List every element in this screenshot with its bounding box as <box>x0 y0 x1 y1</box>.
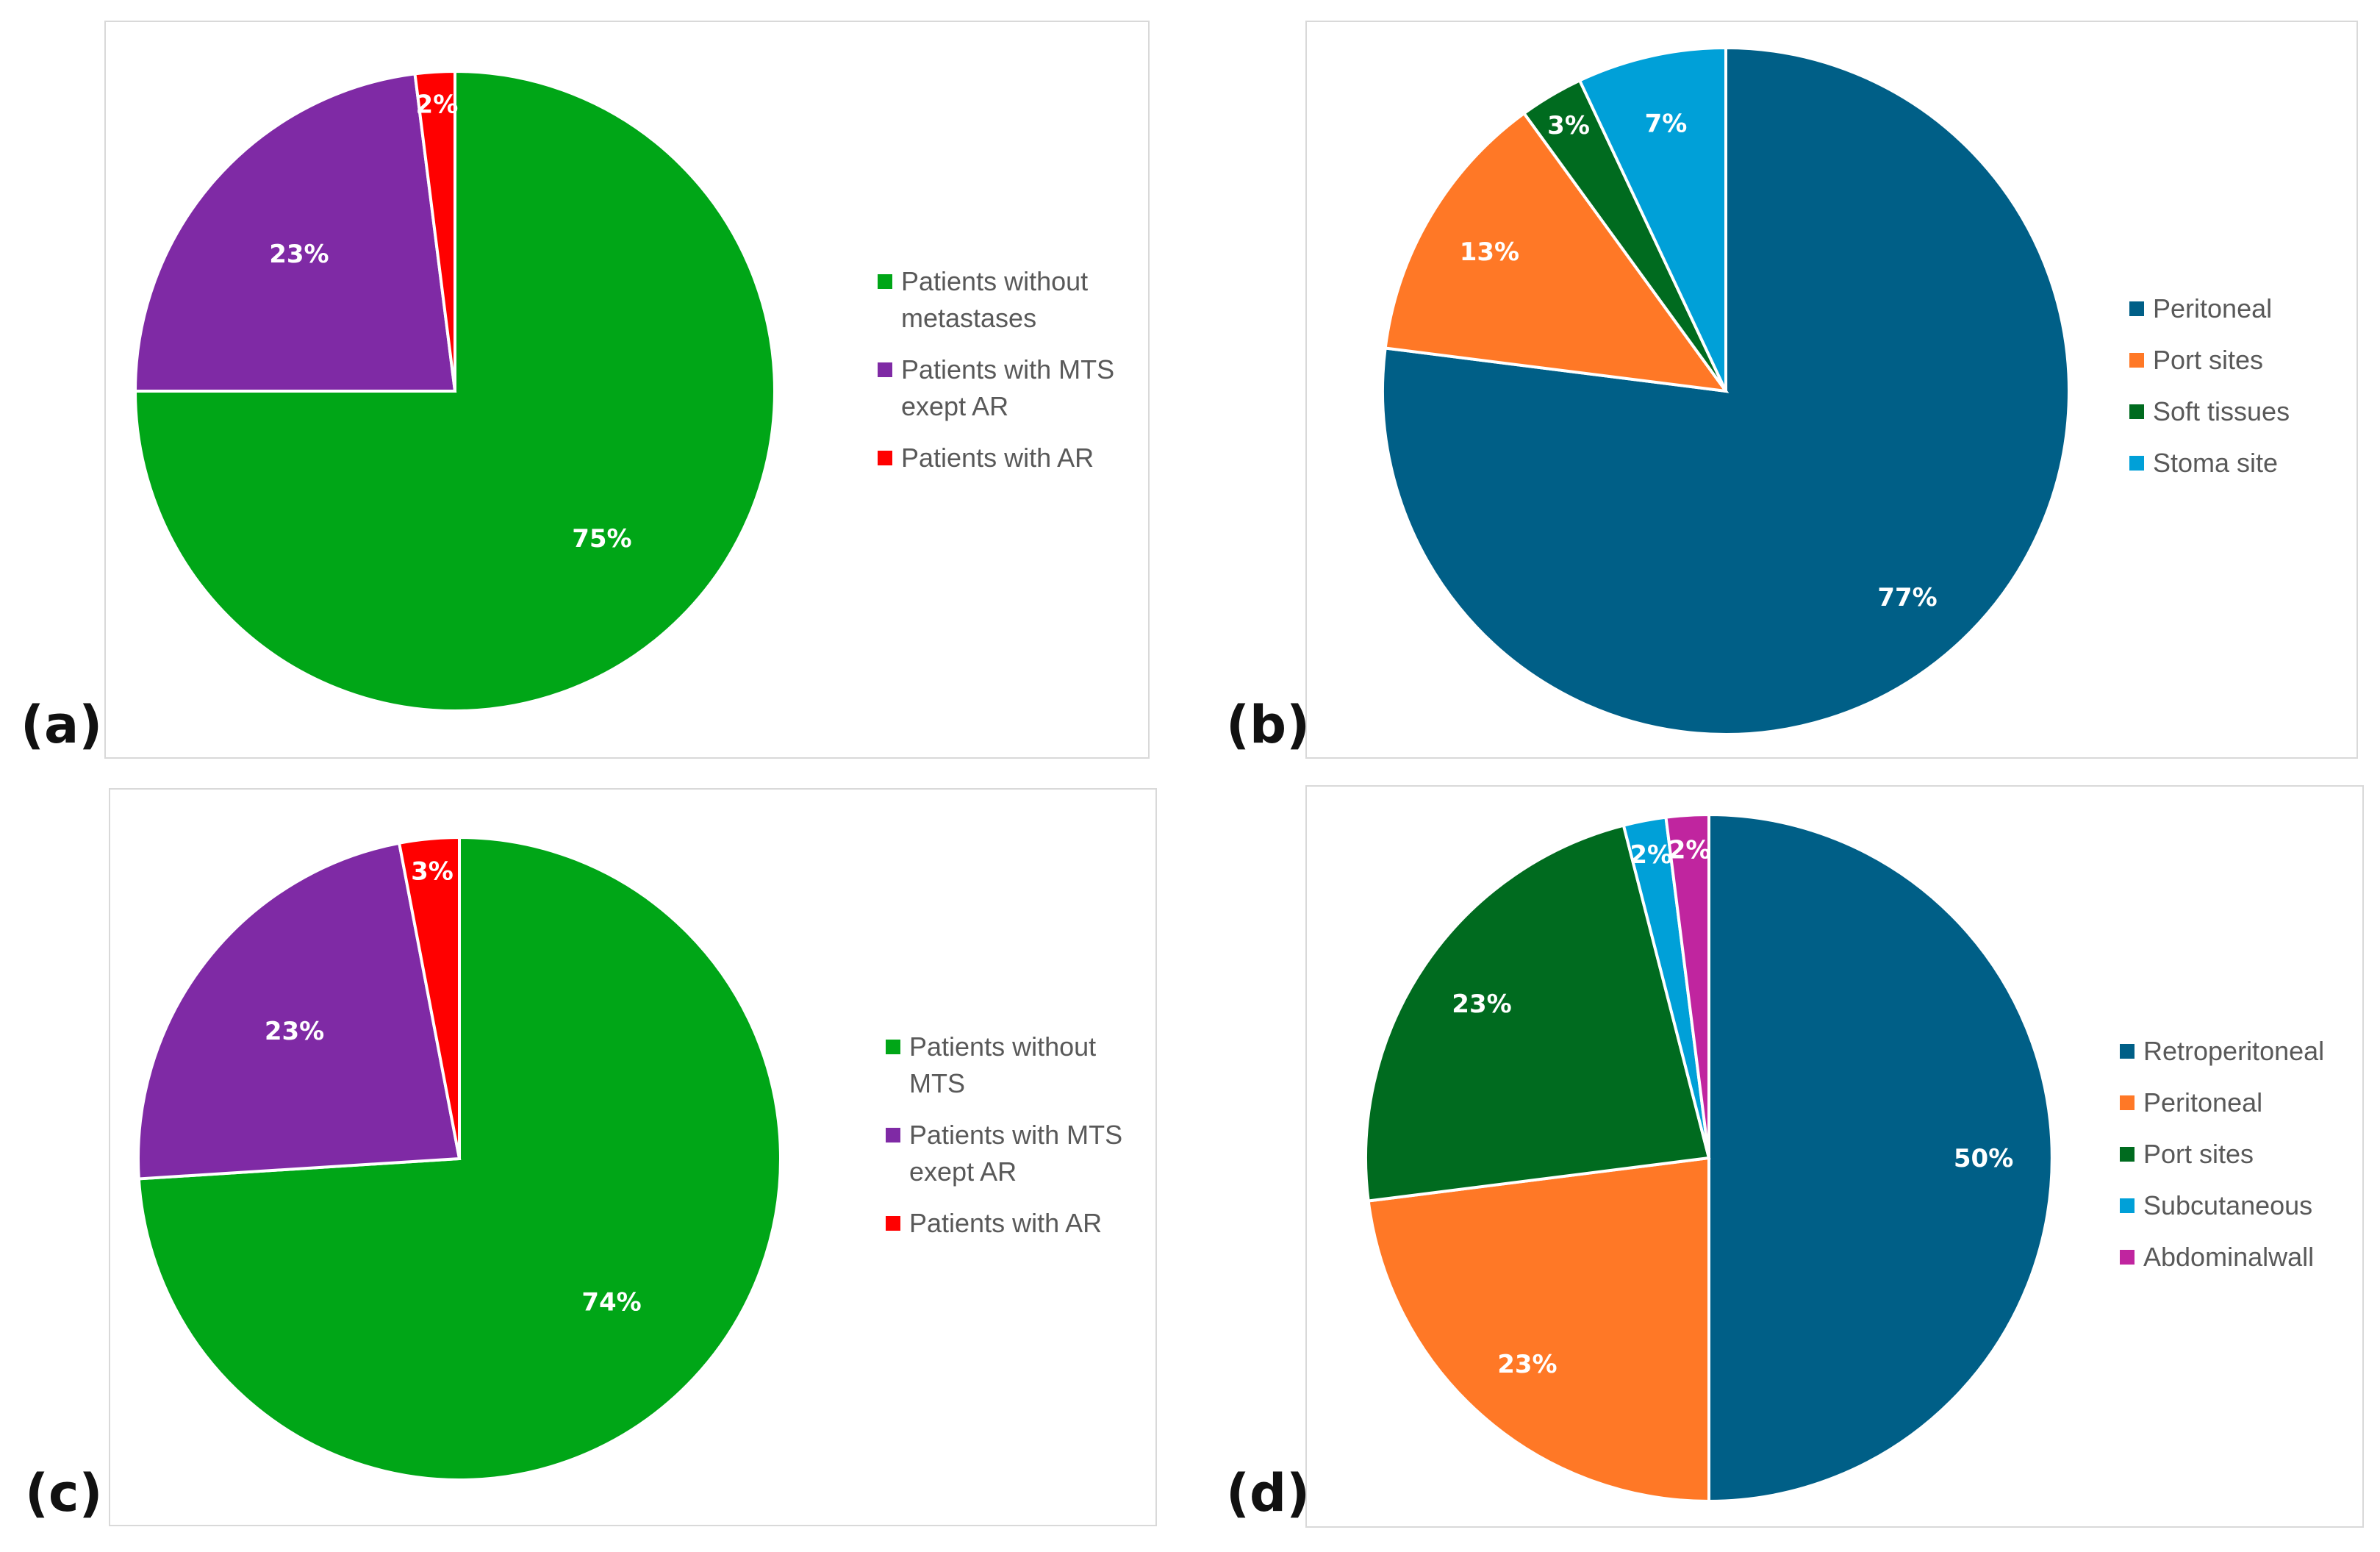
legend-label: Subcutaneous <box>2143 1190 2313 1220</box>
slice-label-d-3: 2% <box>1630 840 1672 870</box>
pie-slice-d-0 <box>1707 812 2054 1503</box>
legend-swatch <box>878 362 892 377</box>
legend-item-a-2: Patients with AR <box>878 440 1114 476</box>
legend-label: Patients with MTS exept AR <box>901 354 1115 421</box>
legend-item-a-0: Patients without metastases <box>878 263 1114 337</box>
panel-label-a: (a) <box>21 695 103 755</box>
legend-d: Retroperitoneal Peritoneal Port sites Subcu… <box>2120 1033 2324 1290</box>
legend-item-a-1: Patients with MTS exept AR <box>878 351 1114 425</box>
slice-label-b-3: 7% <box>1645 109 1688 138</box>
pie-slice-a-2 <box>413 69 456 392</box>
slice-label-c-2: 3% <box>411 857 454 886</box>
chart-panel-a: 75% 23% 2% Patients without metastases Pati… <box>104 21 1150 759</box>
legend-b: Peritoneal Port sites Soft tissues Stoma si… <box>2129 290 2290 496</box>
legend-swatch <box>2129 456 2144 471</box>
slice-label-c-0: 74% <box>581 1287 641 1317</box>
legend-swatch <box>2120 1198 2135 1213</box>
legend-item-d-0: Retroperitoneal <box>2120 1033 2324 1070</box>
legend-swatch <box>886 1040 900 1054</box>
slice-label-d-4: 2% <box>1668 836 1711 865</box>
legend-label: Patients with AR <box>909 1208 1103 1238</box>
pie-slice-b-3 <box>1577 46 1727 392</box>
chart-panel-d: 50% 23% 23% 2% 2% Retroperitoneal Peritoneal P… <box>1305 785 2364 1528</box>
legend-item-c-2: Patients with AR <box>886 1205 1122 1242</box>
chart-panel-c: 74% 23% 3% Patients without MTS Patients wi… <box>109 788 1157 1526</box>
panel-label-b: (b) <box>1226 695 1311 755</box>
pie-chart-a: 75% 23% 2% <box>133 69 776 712</box>
legend-item-d-3: Subcutaneous <box>2120 1187 2324 1224</box>
pie-slice-d-4 <box>1664 812 1710 1159</box>
legend-a: Patients without metastases Patients with… <box>878 263 1114 491</box>
legend-item-c-1: Patients with MTS exept AR <box>886 1117 1122 1190</box>
pie-slice-b-1 <box>1383 111 1730 393</box>
panel-label-c: (c) <box>25 1463 103 1523</box>
pie-chart-c: 74% 23% 3% <box>137 835 782 1481</box>
legend-label: Patients without metastases <box>901 266 1089 333</box>
legend-swatch <box>2129 301 2144 316</box>
legend-swatch <box>2120 1095 2135 1110</box>
legend-swatch <box>2129 353 2144 368</box>
legend-item-c-0: Patients without MTS <box>886 1029 1122 1102</box>
legend-item-d-4: Abdominalwall <box>2120 1239 2324 1276</box>
legend-label: Patients without MTS <box>909 1031 1097 1098</box>
panel-label-d: (d) <box>1226 1463 1311 1523</box>
legend-item-b-1: Port sites <box>2129 342 2290 379</box>
legend-label: Abdominalwall <box>2143 1242 2315 1272</box>
legend-item-b-0: Peritoneal <box>2129 290 2290 327</box>
slice-label-a-0: 75% <box>572 524 631 554</box>
pie-slice-c-1 <box>137 841 462 1181</box>
legend-swatch <box>886 1128 900 1142</box>
legend-item-b-2: Soft tissues <box>2129 393 2290 430</box>
legend-item-d-1: Peritoneal <box>2120 1084 2324 1121</box>
legend-label: Retroperitoneal <box>2143 1036 2325 1066</box>
slice-label-d-2: 23% <box>1452 990 1511 1019</box>
slice-label-a-2: 2% <box>416 90 459 119</box>
legend-swatch <box>878 274 892 289</box>
legend-swatch <box>2120 1250 2135 1265</box>
legend-swatch <box>2129 404 2144 419</box>
legend-c: Patients without MTS Patients with MTS ex… <box>886 1029 1122 1256</box>
legend-label: Patients with MTS exept AR <box>909 1120 1123 1187</box>
legend-swatch <box>2120 1147 2135 1162</box>
legend-label: Peritoneal <box>2153 293 2273 323</box>
slice-label-d-1: 23% <box>1497 1350 1557 1379</box>
pie-slice-c-2 <box>397 835 461 1159</box>
pie-slice-d-1 <box>1366 1156 1710 1503</box>
slice-label-b-0: 77% <box>1877 583 1937 612</box>
legend-swatch <box>878 451 892 465</box>
legend-swatch <box>886 1216 900 1231</box>
pie-slice-a-1 <box>133 72 457 393</box>
slice-label-b-1: 13% <box>1460 237 1519 267</box>
legend-label: Patients with AR <box>901 443 1094 473</box>
pie-slice-d-2 <box>1364 823 1711 1203</box>
slice-label-d-0: 50% <box>1954 1144 2013 1173</box>
legend-label: Peritoneal <box>2143 1087 2263 1117</box>
pie-chart-d: 50% 23% 23% 2%2% <box>1364 812 2054 1503</box>
legend-item-d-2: Port sites <box>2120 1136 2324 1173</box>
slice-label-b-2: 3% <box>1547 111 1590 140</box>
pie-chart-b: 77% 13% 3% 7% <box>1381 46 2071 736</box>
legend-item-b-3: Stoma site <box>2129 445 2290 482</box>
chart-panel-b: 77% 13% 3% 7% Peritoneal Port sites Soft tiss… <box>1305 21 2358 759</box>
slice-label-a-1: 23% <box>269 240 329 269</box>
legend-label: Stoma site <box>2153 448 2279 478</box>
pie-slice-a-0 <box>133 69 776 712</box>
legend-label: Port sites <box>2143 1139 2254 1169</box>
legend-label: Soft tissues <box>2153 396 2290 426</box>
slice-label-c-1: 23% <box>265 1017 324 1046</box>
legend-swatch <box>2120 1044 2135 1059</box>
legend-label: Port sites <box>2153 345 2264 375</box>
